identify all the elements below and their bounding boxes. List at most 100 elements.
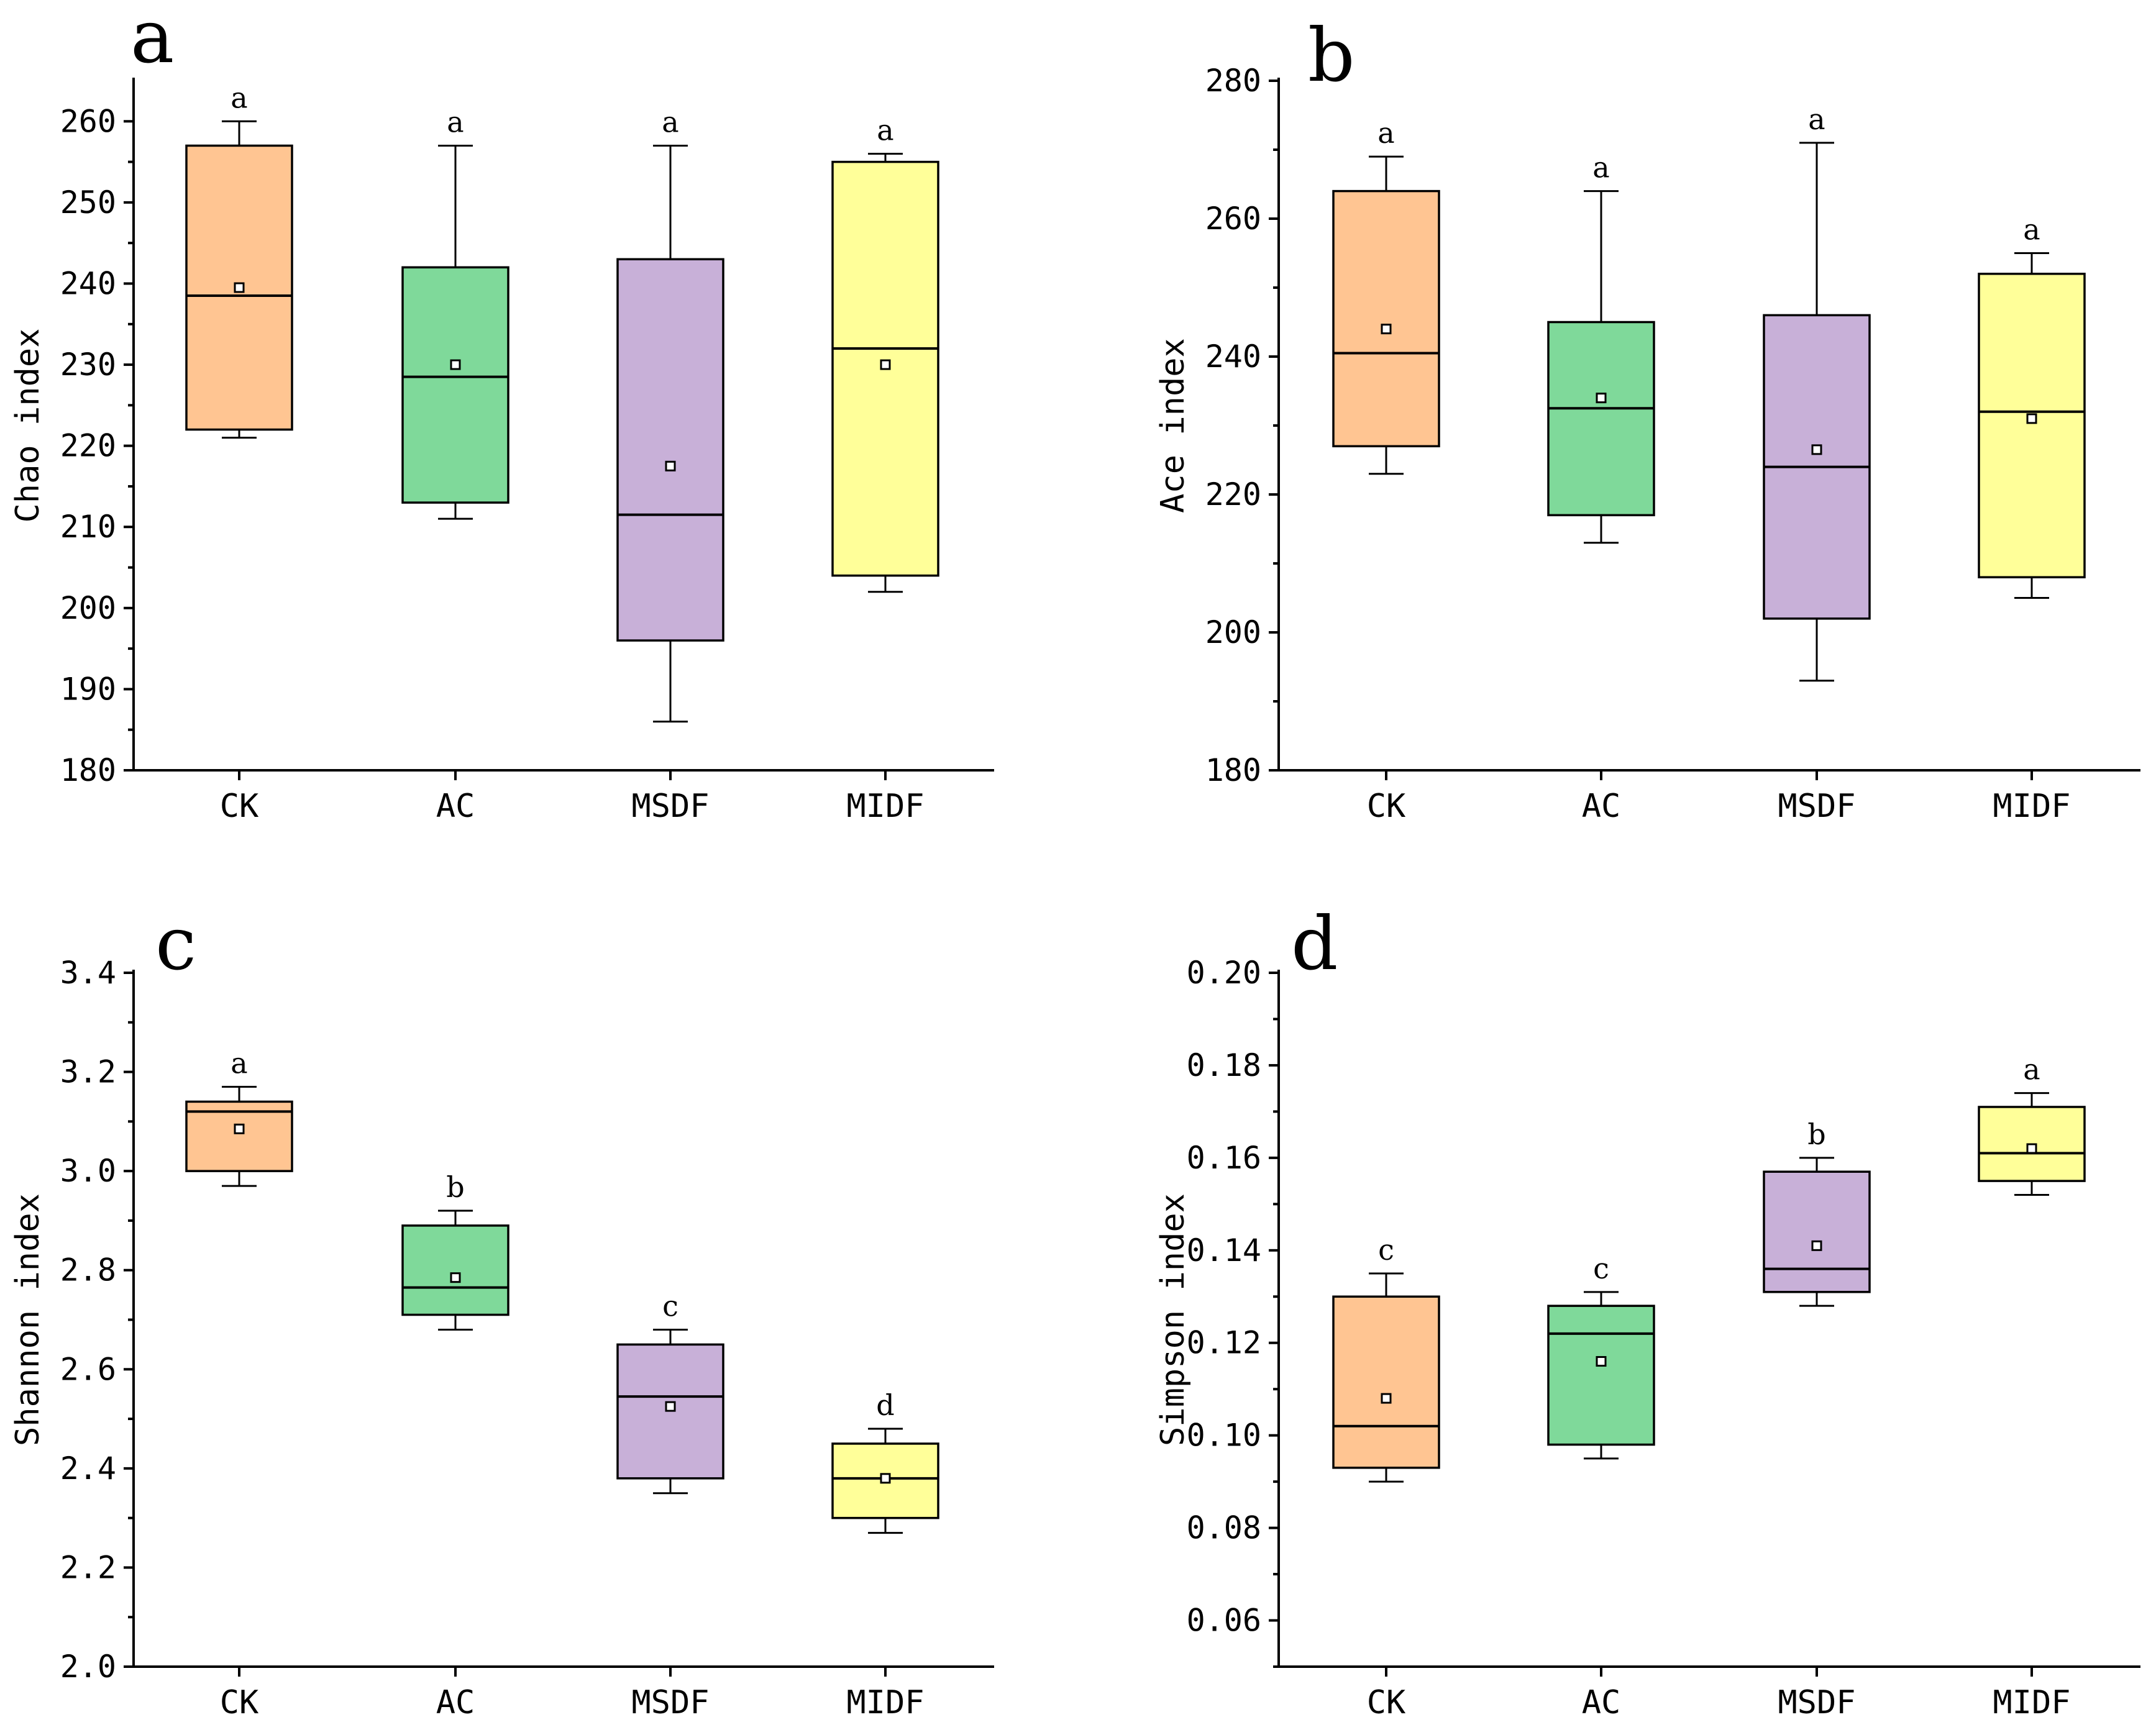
y-tick-label: 0.14 [1187,1232,1261,1268]
y-tick-label: 220 [60,428,116,464]
y-tick-label: 230 [60,347,116,383]
mean-marker [450,1272,461,1283]
box-ac [401,1224,509,1316]
category-label: MIDF [1993,788,2070,825]
box-ck [1332,189,1440,448]
category-label: MSDF [631,788,709,825]
y-tick-label: 3.4 [60,955,116,991]
category-label: MSDF [1778,1684,1855,1721]
mean-marker [880,1473,891,1484]
y-tick-label: 0.06 [1187,1603,1261,1639]
category-label: AC [436,788,475,825]
box-midf [1978,273,2086,578]
y-tick-label: 210 [60,509,116,545]
box-ck [185,1100,293,1172]
y-tick-label: 0.20 [1187,955,1261,991]
category-label: CK [220,788,259,825]
category-label: MIDF [846,1684,924,1721]
significance-label: c [662,1289,678,1323]
mean-marker [665,460,676,471]
significance-label: a [231,1047,247,1080]
y-tick-label: 0.10 [1187,1418,1261,1454]
significance-label: a [2023,213,2040,247]
mean-marker [1596,1356,1607,1367]
mean-marker [1811,1240,1822,1251]
y-tick-label: 2.6 [60,1351,116,1387]
y-tick-label: 240 [1205,339,1261,375]
panel-letter: a [130,0,174,80]
mean-marker [2026,413,2037,424]
category-label: AC [436,1684,475,1721]
y-tick-label: 220 [1205,476,1261,512]
panel-d: d 0.06 0.08 0.10 0.12 0.14 0.16 0.18 0.20 Simpson… [1154,901,2140,1721]
y-tick-label: 180 [60,752,116,788]
category-label: AC [1582,788,1621,825]
panel-a: a 180 190 200 210 220 230 240 250 260 Chao index CK… [9,0,994,825]
y-axis-title: Ace index [1154,338,1192,513]
y-tick-label: 2.0 [60,1649,116,1685]
significance-label: a [1808,102,1825,136]
category-label: MSDF [631,1684,709,1721]
y-tick-label: 260 [60,103,116,139]
y-tick-label: 3.0 [60,1153,116,1189]
y-tick-label: 200 [60,590,116,626]
significance-label: a [2023,1053,2040,1086]
y-axis-title: Chao index [9,328,47,522]
y-tick-label: 280 [1205,63,1261,99]
panel-b: b 180 200 220 240 260 280 Ace index CK a AC a MSDF a M… [1154,12,2140,825]
category-label: MSDF [1778,788,1855,825]
box-msdf [1763,1170,1871,1293]
box-ac [401,266,509,504]
significance-label: c [1593,1252,1609,1285]
significance-label: a [662,105,678,139]
category-label: CK [1367,1684,1406,1721]
mean-marker [1381,324,1392,335]
significance-label: b [446,1170,464,1204]
mean-marker [665,1401,676,1412]
panel-letter: c [155,901,196,986]
category-label: AC [1582,1684,1621,1721]
y-tick-label: 0.18 [1187,1047,1261,1083]
mean-marker [1596,393,1607,404]
y-tick-label: 2.8 [60,1252,116,1288]
y-tick-label: 240 [60,265,116,301]
y-tick-label: 2.4 [60,1450,116,1487]
y-axis-title: Shannon index [9,1193,47,1446]
y-axis-title: Simpson index [1154,1193,1192,1446]
mean-marker [2026,1143,2037,1154]
mean-marker [234,282,245,293]
mean-marker [234,1123,245,1134]
significance-label: a [231,81,247,114]
significance-label: a [1592,151,1609,184]
significance-label: a [877,114,893,147]
significance-label: a [1377,116,1394,150]
mean-marker [1811,444,1822,455]
significance-label: d [876,1388,894,1422]
category-label: CK [1367,788,1406,825]
significance-label: a [447,105,464,139]
box-ck [1332,1295,1440,1469]
significance-label: b [1807,1118,1825,1151]
box-ac [1547,1305,1655,1446]
mean-marker [880,359,891,370]
y-tick-label: 0.16 [1187,1140,1261,1176]
box-msdf [616,258,724,642]
y-tick-label: 200 [1205,614,1261,650]
y-tick-label: 250 [60,184,116,221]
y-tick-label: 260 [1205,201,1261,237]
y-tick-label: 0.08 [1187,1510,1261,1546]
significance-label: c [1378,1233,1394,1267]
panel-c: c 2.0 2.2 2.4 2.6 2.8 3.0 3.2 3.4 Shannon index CK… [9,901,994,1721]
box-ac [1547,321,1655,517]
panel-letter: d [1291,901,1338,986]
y-tick-label: 2.2 [60,1549,116,1585]
y-tick-label: 3.2 [60,1054,116,1090]
panel-letter: b [1308,12,1355,98]
y-tick-label: 0.12 [1187,1325,1261,1361]
category-label: CK [220,1684,259,1721]
category-label: MIDF [1993,1684,2070,1721]
category-label: MIDF [846,788,924,825]
mean-marker [450,359,461,370]
mean-marker [1381,1393,1392,1404]
